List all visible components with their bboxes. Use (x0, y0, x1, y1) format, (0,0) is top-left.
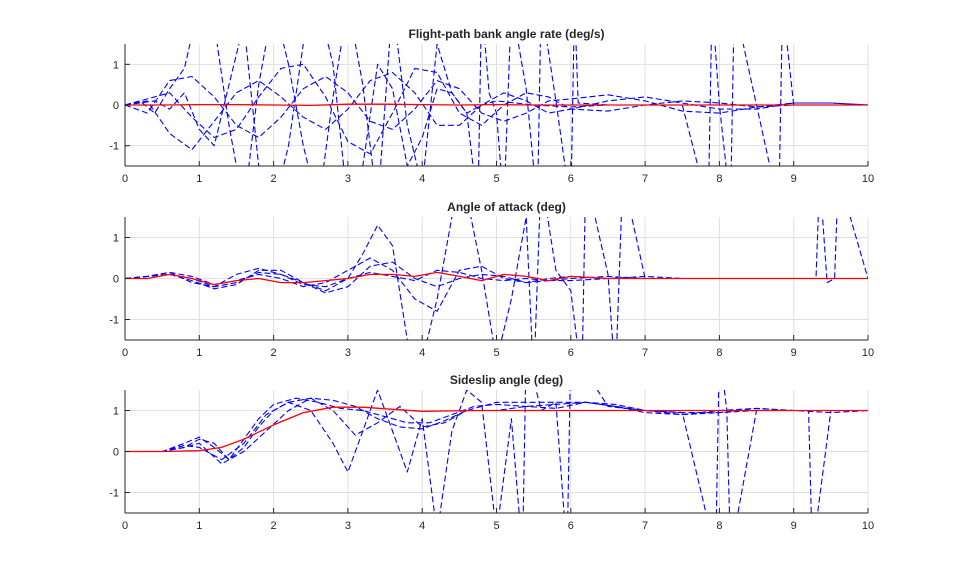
x-tick-label: 0 (122, 173, 128, 185)
x-tick-label: 9 (791, 520, 797, 532)
x-tick-label: 5 (493, 520, 499, 532)
series-group (125, 390, 868, 513)
series-line-5 (125, 217, 868, 340)
series-line-4 (125, 397, 868, 465)
x-tick-label: 8 (716, 347, 722, 359)
x-tick-label: 1 (196, 173, 202, 185)
y-tick-label: 1 (113, 59, 119, 71)
subplot-title: Angle of attack (deg) (447, 200, 566, 214)
x-tick-label: 8 (716, 520, 722, 532)
x-tick-label: 5 (493, 347, 499, 359)
subplot-title: Sideslip angle (deg) (450, 373, 563, 387)
x-tick-label: 5 (493, 173, 499, 185)
x-tick-label: 3 (345, 173, 351, 185)
x-tick-label: 1 (196, 347, 202, 359)
x-tick-label: 9 (791, 173, 797, 185)
x-tick-label: 3 (345, 520, 351, 532)
y-tick-label: 1 (113, 233, 119, 245)
x-tick-label: 2 (271, 520, 277, 532)
x-tick-label: 2 (271, 173, 277, 185)
y-tick-label: -1 (109, 141, 119, 153)
x-tick-label: 0 (122, 347, 128, 359)
x-tick-label: 8 (716, 173, 722, 185)
y-tick-label: 1 (113, 406, 119, 418)
x-tick-label: 0 (122, 520, 128, 532)
y-tick-label: 0 (113, 447, 119, 459)
x-tick-label: 9 (791, 347, 797, 359)
subplot-1: 0 1 2 3 4 5 6 7 8 9 10 -1 0 1 Flight-path bank angle r… (109, 27, 874, 185)
x-tick-label: 4 (419, 520, 425, 532)
series-group (125, 44, 868, 166)
series-line-4 (125, 63, 868, 155)
x-tick-label: 7 (642, 173, 648, 185)
x-tick-label: 4 (419, 173, 425, 185)
x-tick-label: 10 (862, 520, 874, 532)
x-tick-label: 10 (862, 173, 874, 185)
x-tick-label: 3 (345, 347, 351, 359)
series-line-3 (125, 75, 868, 139)
x-tick-label: 10 (862, 347, 874, 359)
x-tick-label: 2 (271, 347, 277, 359)
series-line-1 (125, 271, 868, 286)
series-line-5 (125, 390, 868, 513)
x-tick-label: 6 (568, 520, 574, 532)
y-tick-label: 0 (113, 274, 119, 286)
subplot-2: 0 1 2 3 4 5 6 7 8 9 10 -1 0 1 Angle of attack (deg) (109, 200, 874, 359)
x-tick-label: 4 (419, 347, 425, 359)
x-tick-label: 7 (642, 347, 648, 359)
subplot-title: Flight-path bank angle rate (deg/s) (408, 27, 604, 41)
x-tick-label: 7 (642, 520, 648, 532)
y-tick-label: -1 (109, 315, 119, 327)
x-tick-label: 1 (196, 520, 202, 532)
y-tick-label: 0 (113, 100, 119, 112)
subplot-3: 0 1 2 3 4 5 6 7 8 9 10 -1 0 1 Sideslip angle (deg) (109, 373, 874, 532)
series-group (125, 217, 868, 340)
y-tick-label: -1 (109, 488, 119, 500)
x-tick-label: 6 (568, 173, 574, 185)
series-line-1 (125, 406, 868, 453)
series-line-1 (125, 103, 868, 107)
x-tick-label: 6 (568, 347, 574, 359)
